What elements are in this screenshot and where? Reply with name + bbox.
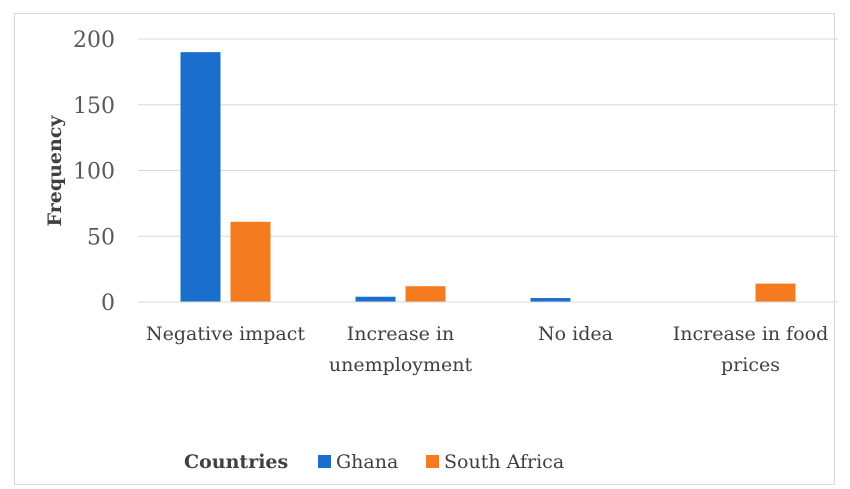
legend: Countries Ghana South Africa (184, 451, 564, 473)
legend-swatch (426, 455, 439, 468)
category-labels: Negative impact Increase in unemployment No… (146, 323, 828, 376)
y-tick-label: 50 (87, 225, 115, 250)
x-category-label: Negative impact (146, 323, 305, 345)
x-category-label: Increase in unemployment (329, 323, 473, 376)
gridlines (138, 38, 838, 237)
bar-south-africa (755, 283, 796, 302)
x-category-label: Increase in food prices (673, 323, 829, 376)
y-tick-label: 0 (101, 291, 115, 316)
y-axis-ticks: 0 50 100 150 200 (73, 28, 115, 316)
legend-items: Ghana South Africa (318, 451, 564, 473)
bar-ghana (355, 296, 396, 302)
y-tick-label: 200 (73, 28, 115, 53)
bar-ghana (530, 298, 571, 302)
legend-label: Ghana (336, 451, 398, 473)
y-axis-label: Frequency (44, 115, 66, 227)
legend-swatch (318, 455, 331, 468)
bar-south-africa (230, 221, 271, 302)
bars (180, 52, 796, 303)
y-tick-label: 150 (73, 94, 115, 119)
bar-south-africa (405, 286, 446, 302)
x-category-label: No idea (538, 323, 613, 345)
legend-title: Countries (184, 451, 288, 473)
y-tick-label: 100 (73, 160, 115, 185)
bar-ghana (180, 52, 221, 303)
legend-label: South Africa (444, 451, 564, 473)
chart-frame (14, 13, 835, 485)
